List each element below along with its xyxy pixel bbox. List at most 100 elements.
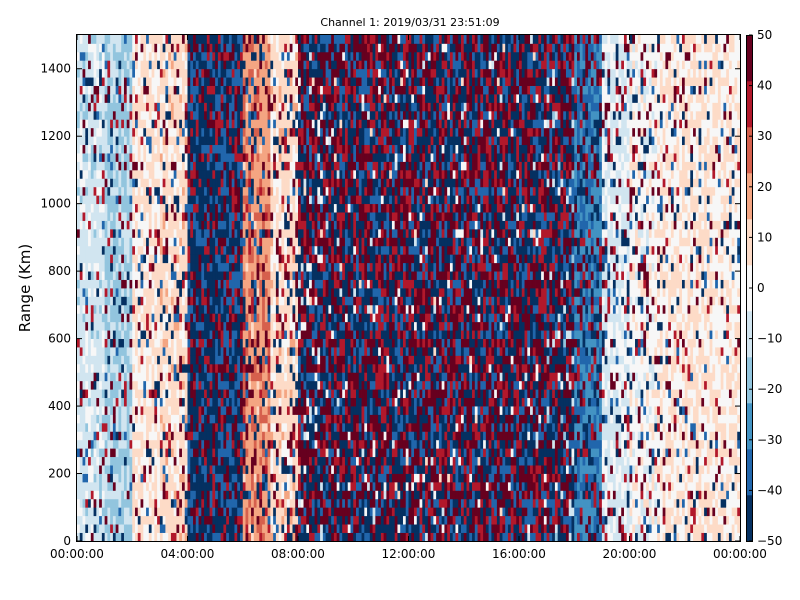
heatmap-cell	[126, 313, 130, 323]
heatmap-cell	[275, 389, 280, 399]
heatmap-cell	[146, 414, 150, 424]
heatmap-cell	[242, 507, 246, 517]
heatmap-cell	[140, 279, 144, 289]
heatmap-cell	[107, 51, 111, 61]
heatmap-cell	[170, 380, 175, 390]
heatmap-cell	[237, 507, 241, 517]
heatmap-cell	[184, 254, 188, 264]
heatmap-cell	[206, 119, 210, 129]
heatmap-cell	[96, 490, 100, 500]
heatmap-cell	[209, 51, 213, 61]
heatmap-cell	[251, 51, 255, 61]
heatmap-cell	[132, 186, 136, 196]
heatmap-cell	[126, 119, 130, 129]
heatmap-cell	[275, 406, 280, 415]
heatmap-cell	[201, 119, 205, 129]
heatmap-cell	[217, 77, 222, 86]
heatmap-cell	[154, 178, 158, 188]
heatmap-cell	[212, 321, 216, 331]
heatmap-cell	[88, 68, 92, 78]
heatmap-cell	[248, 94, 252, 103]
heatmap-cell	[132, 110, 136, 120]
heatmap-cell	[162, 473, 166, 483]
heatmap-cell	[300, 465, 304, 474]
heatmap-cell	[79, 153, 83, 162]
heatmap-cell	[154, 456, 158, 466]
heatmap-cell	[146, 321, 150, 331]
heatmap-cell	[99, 473, 103, 483]
heatmap-cell	[298, 43, 302, 53]
heatmap-cell	[170, 456, 175, 466]
heatmap-cell	[204, 414, 208, 424]
heatmap-cell	[159, 153, 164, 162]
heatmap-cell	[137, 178, 141, 188]
heatmap-cell	[129, 363, 133, 373]
heatmap-cell	[259, 321, 263, 331]
heatmap-cell	[212, 296, 216, 306]
heatmap-cell	[286, 532, 291, 542]
heatmap-cell	[300, 347, 304, 356]
heatmap-cell	[99, 85, 103, 95]
heatmap-cell	[212, 212, 216, 221]
heatmap-cell	[292, 169, 296, 179]
heatmap-cell	[267, 372, 271, 382]
heatmap-cell	[82, 60, 86, 70]
heatmap-cell	[281, 94, 285, 103]
heatmap-cell	[300, 397, 304, 407]
heatmap-cell	[101, 406, 106, 415]
heatmap-cell	[132, 397, 136, 407]
heatmap-cell	[193, 245, 197, 255]
heatmap-cell	[289, 279, 293, 289]
heatmap-cell	[190, 77, 194, 86]
heatmap-cell	[137, 363, 141, 373]
heatmap-cell	[77, 363, 81, 373]
heatmap-cell	[154, 271, 158, 280]
heatmap-cell	[231, 507, 235, 517]
heatmap-cell	[148, 448, 152, 458]
heatmap-cell	[226, 448, 230, 458]
heatmap-cell	[209, 119, 213, 129]
heatmap-cell	[107, 515, 111, 525]
heatmap-cell	[228, 524, 233, 533]
heatmap-cell	[165, 490, 169, 500]
heatmap-cell	[239, 397, 244, 407]
heatmap-cell	[101, 524, 106, 533]
heatmap-cell	[198, 169, 202, 179]
heatmap-cell	[234, 296, 238, 306]
heatmap-cell	[242, 490, 246, 500]
heatmap-cell	[267, 110, 271, 120]
heatmap-cell	[135, 169, 139, 179]
heatmap-cell	[275, 245, 280, 255]
heatmap-cell	[159, 507, 164, 517]
heatmap-cell	[251, 431, 255, 441]
heatmap-cell	[270, 406, 274, 415]
heatmap-cell	[148, 414, 152, 424]
heatmap-cell	[176, 35, 180, 44]
heatmap-cell	[137, 212, 141, 221]
heatmap-cell	[198, 330, 202, 339]
heatmap-cell	[123, 498, 128, 508]
heatmap-cell	[190, 313, 194, 323]
heatmap-cell	[206, 313, 210, 323]
heatmap-cell	[118, 85, 122, 95]
heatmap-cell	[273, 389, 277, 399]
heatmap-cell	[195, 102, 199, 112]
heatmap-cell	[223, 481, 227, 491]
heatmap-cell	[135, 237, 139, 247]
heatmap-cell	[245, 195, 249, 205]
heatmap-cell	[201, 456, 205, 466]
heatmap-cell	[237, 153, 241, 162]
heatmap-cell	[286, 144, 291, 154]
heatmap-cell	[96, 422, 100, 432]
heatmap-cell	[215, 321, 219, 331]
heatmap-cell	[140, 330, 144, 339]
heatmap-cell	[176, 304, 180, 314]
heatmap-cell	[143, 195, 147, 205]
heatmap-cell	[99, 296, 103, 306]
heatmap-cell	[112, 195, 117, 205]
heatmap-cell	[129, 481, 133, 491]
heatmap-cell	[193, 498, 197, 508]
heatmap-cell	[140, 127, 144, 137]
heatmap-cell	[104, 271, 108, 280]
heatmap-cell	[253, 279, 257, 289]
